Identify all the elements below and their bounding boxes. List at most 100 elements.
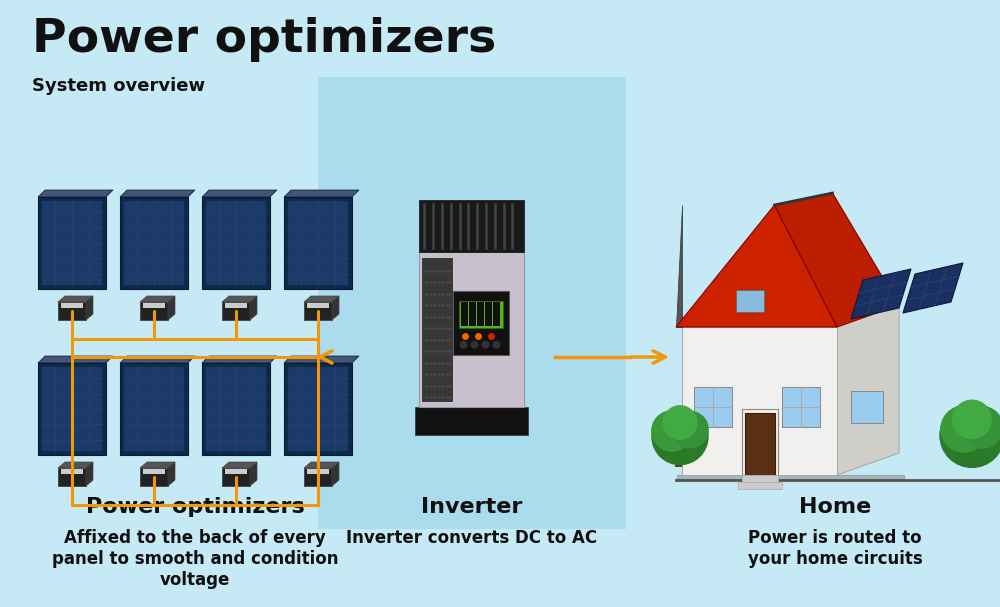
Polygon shape	[250, 462, 257, 486]
Polygon shape	[143, 303, 165, 308]
Polygon shape	[86, 296, 93, 320]
Circle shape	[663, 406, 697, 439]
Polygon shape	[206, 367, 266, 451]
Circle shape	[460, 342, 467, 348]
Circle shape	[471, 342, 478, 348]
Circle shape	[652, 411, 692, 451]
Polygon shape	[304, 468, 332, 486]
Polygon shape	[38, 363, 106, 455]
FancyBboxPatch shape	[967, 442, 977, 467]
Polygon shape	[288, 367, 348, 451]
Polygon shape	[58, 462, 93, 468]
FancyBboxPatch shape	[742, 475, 778, 482]
Polygon shape	[168, 462, 175, 486]
Polygon shape	[304, 462, 339, 468]
Polygon shape	[288, 201, 348, 285]
Polygon shape	[202, 190, 277, 197]
Circle shape	[941, 406, 987, 452]
Text: Power optimizers: Power optimizers	[32, 17, 496, 62]
Circle shape	[961, 407, 1000, 448]
FancyBboxPatch shape	[422, 258, 452, 401]
Polygon shape	[140, 462, 175, 468]
Polygon shape	[775, 193, 899, 327]
Polygon shape	[307, 469, 329, 474]
Polygon shape	[222, 296, 257, 302]
Polygon shape	[332, 296, 339, 320]
Text: Home: Home	[799, 497, 871, 517]
Polygon shape	[903, 263, 963, 313]
Polygon shape	[120, 363, 188, 455]
FancyBboxPatch shape	[415, 407, 528, 435]
FancyBboxPatch shape	[459, 300, 503, 328]
Circle shape	[672, 412, 708, 448]
Polygon shape	[250, 296, 257, 320]
Polygon shape	[222, 302, 250, 320]
Polygon shape	[120, 190, 195, 197]
Polygon shape	[38, 197, 106, 289]
Polygon shape	[38, 190, 113, 197]
Polygon shape	[304, 296, 339, 302]
Text: Power is routed to
your home circuits: Power is routed to your home circuits	[748, 529, 922, 568]
FancyBboxPatch shape	[675, 442, 685, 467]
Polygon shape	[332, 462, 339, 486]
Circle shape	[652, 409, 708, 464]
Polygon shape	[61, 303, 83, 308]
Circle shape	[482, 342, 489, 348]
Polygon shape	[284, 356, 359, 363]
Polygon shape	[837, 305, 899, 475]
Polygon shape	[676, 205, 837, 327]
FancyBboxPatch shape	[744, 413, 774, 475]
FancyBboxPatch shape	[453, 291, 509, 354]
Polygon shape	[307, 303, 329, 308]
FancyBboxPatch shape	[469, 302, 476, 327]
FancyBboxPatch shape	[318, 77, 626, 529]
Polygon shape	[140, 468, 168, 486]
Polygon shape	[42, 367, 102, 451]
Polygon shape	[222, 462, 257, 468]
Polygon shape	[682, 327, 837, 475]
Circle shape	[953, 400, 991, 439]
Polygon shape	[284, 197, 352, 289]
Polygon shape	[61, 469, 83, 474]
Polygon shape	[42, 201, 102, 285]
Text: Inverter: Inverter	[421, 497, 523, 517]
Polygon shape	[222, 468, 250, 486]
Polygon shape	[202, 363, 270, 455]
FancyBboxPatch shape	[736, 290, 764, 312]
Polygon shape	[168, 296, 175, 320]
Polygon shape	[140, 296, 175, 302]
Polygon shape	[38, 356, 113, 363]
FancyBboxPatch shape	[782, 387, 820, 427]
FancyBboxPatch shape	[419, 200, 524, 252]
Polygon shape	[124, 201, 184, 285]
Polygon shape	[140, 302, 168, 320]
Polygon shape	[86, 462, 93, 486]
FancyBboxPatch shape	[485, 302, 492, 327]
Polygon shape	[124, 367, 184, 451]
Polygon shape	[225, 303, 247, 308]
FancyBboxPatch shape	[694, 387, 732, 427]
Text: Inverter converts DC to AC: Inverter converts DC to AC	[346, 529, 598, 547]
FancyBboxPatch shape	[493, 302, 500, 327]
Text: System overview: System overview	[32, 77, 205, 95]
FancyBboxPatch shape	[477, 302, 484, 327]
FancyBboxPatch shape	[461, 302, 468, 327]
Text: Power optimizers: Power optimizers	[86, 497, 304, 517]
Polygon shape	[120, 356, 195, 363]
Polygon shape	[120, 197, 188, 289]
Polygon shape	[202, 356, 277, 363]
Polygon shape	[225, 469, 247, 474]
Polygon shape	[143, 469, 165, 474]
Polygon shape	[676, 205, 682, 327]
Polygon shape	[58, 296, 93, 302]
Polygon shape	[284, 190, 359, 197]
Polygon shape	[304, 302, 332, 320]
FancyBboxPatch shape	[419, 252, 524, 407]
Polygon shape	[851, 269, 911, 319]
Polygon shape	[206, 201, 266, 285]
Circle shape	[493, 342, 500, 348]
Text: Affixed to the back of every
panel to smooth and condition
voltage: Affixed to the back of every panel to sm…	[52, 529, 338, 589]
Polygon shape	[284, 363, 352, 455]
Polygon shape	[202, 197, 270, 289]
Circle shape	[940, 404, 1000, 467]
